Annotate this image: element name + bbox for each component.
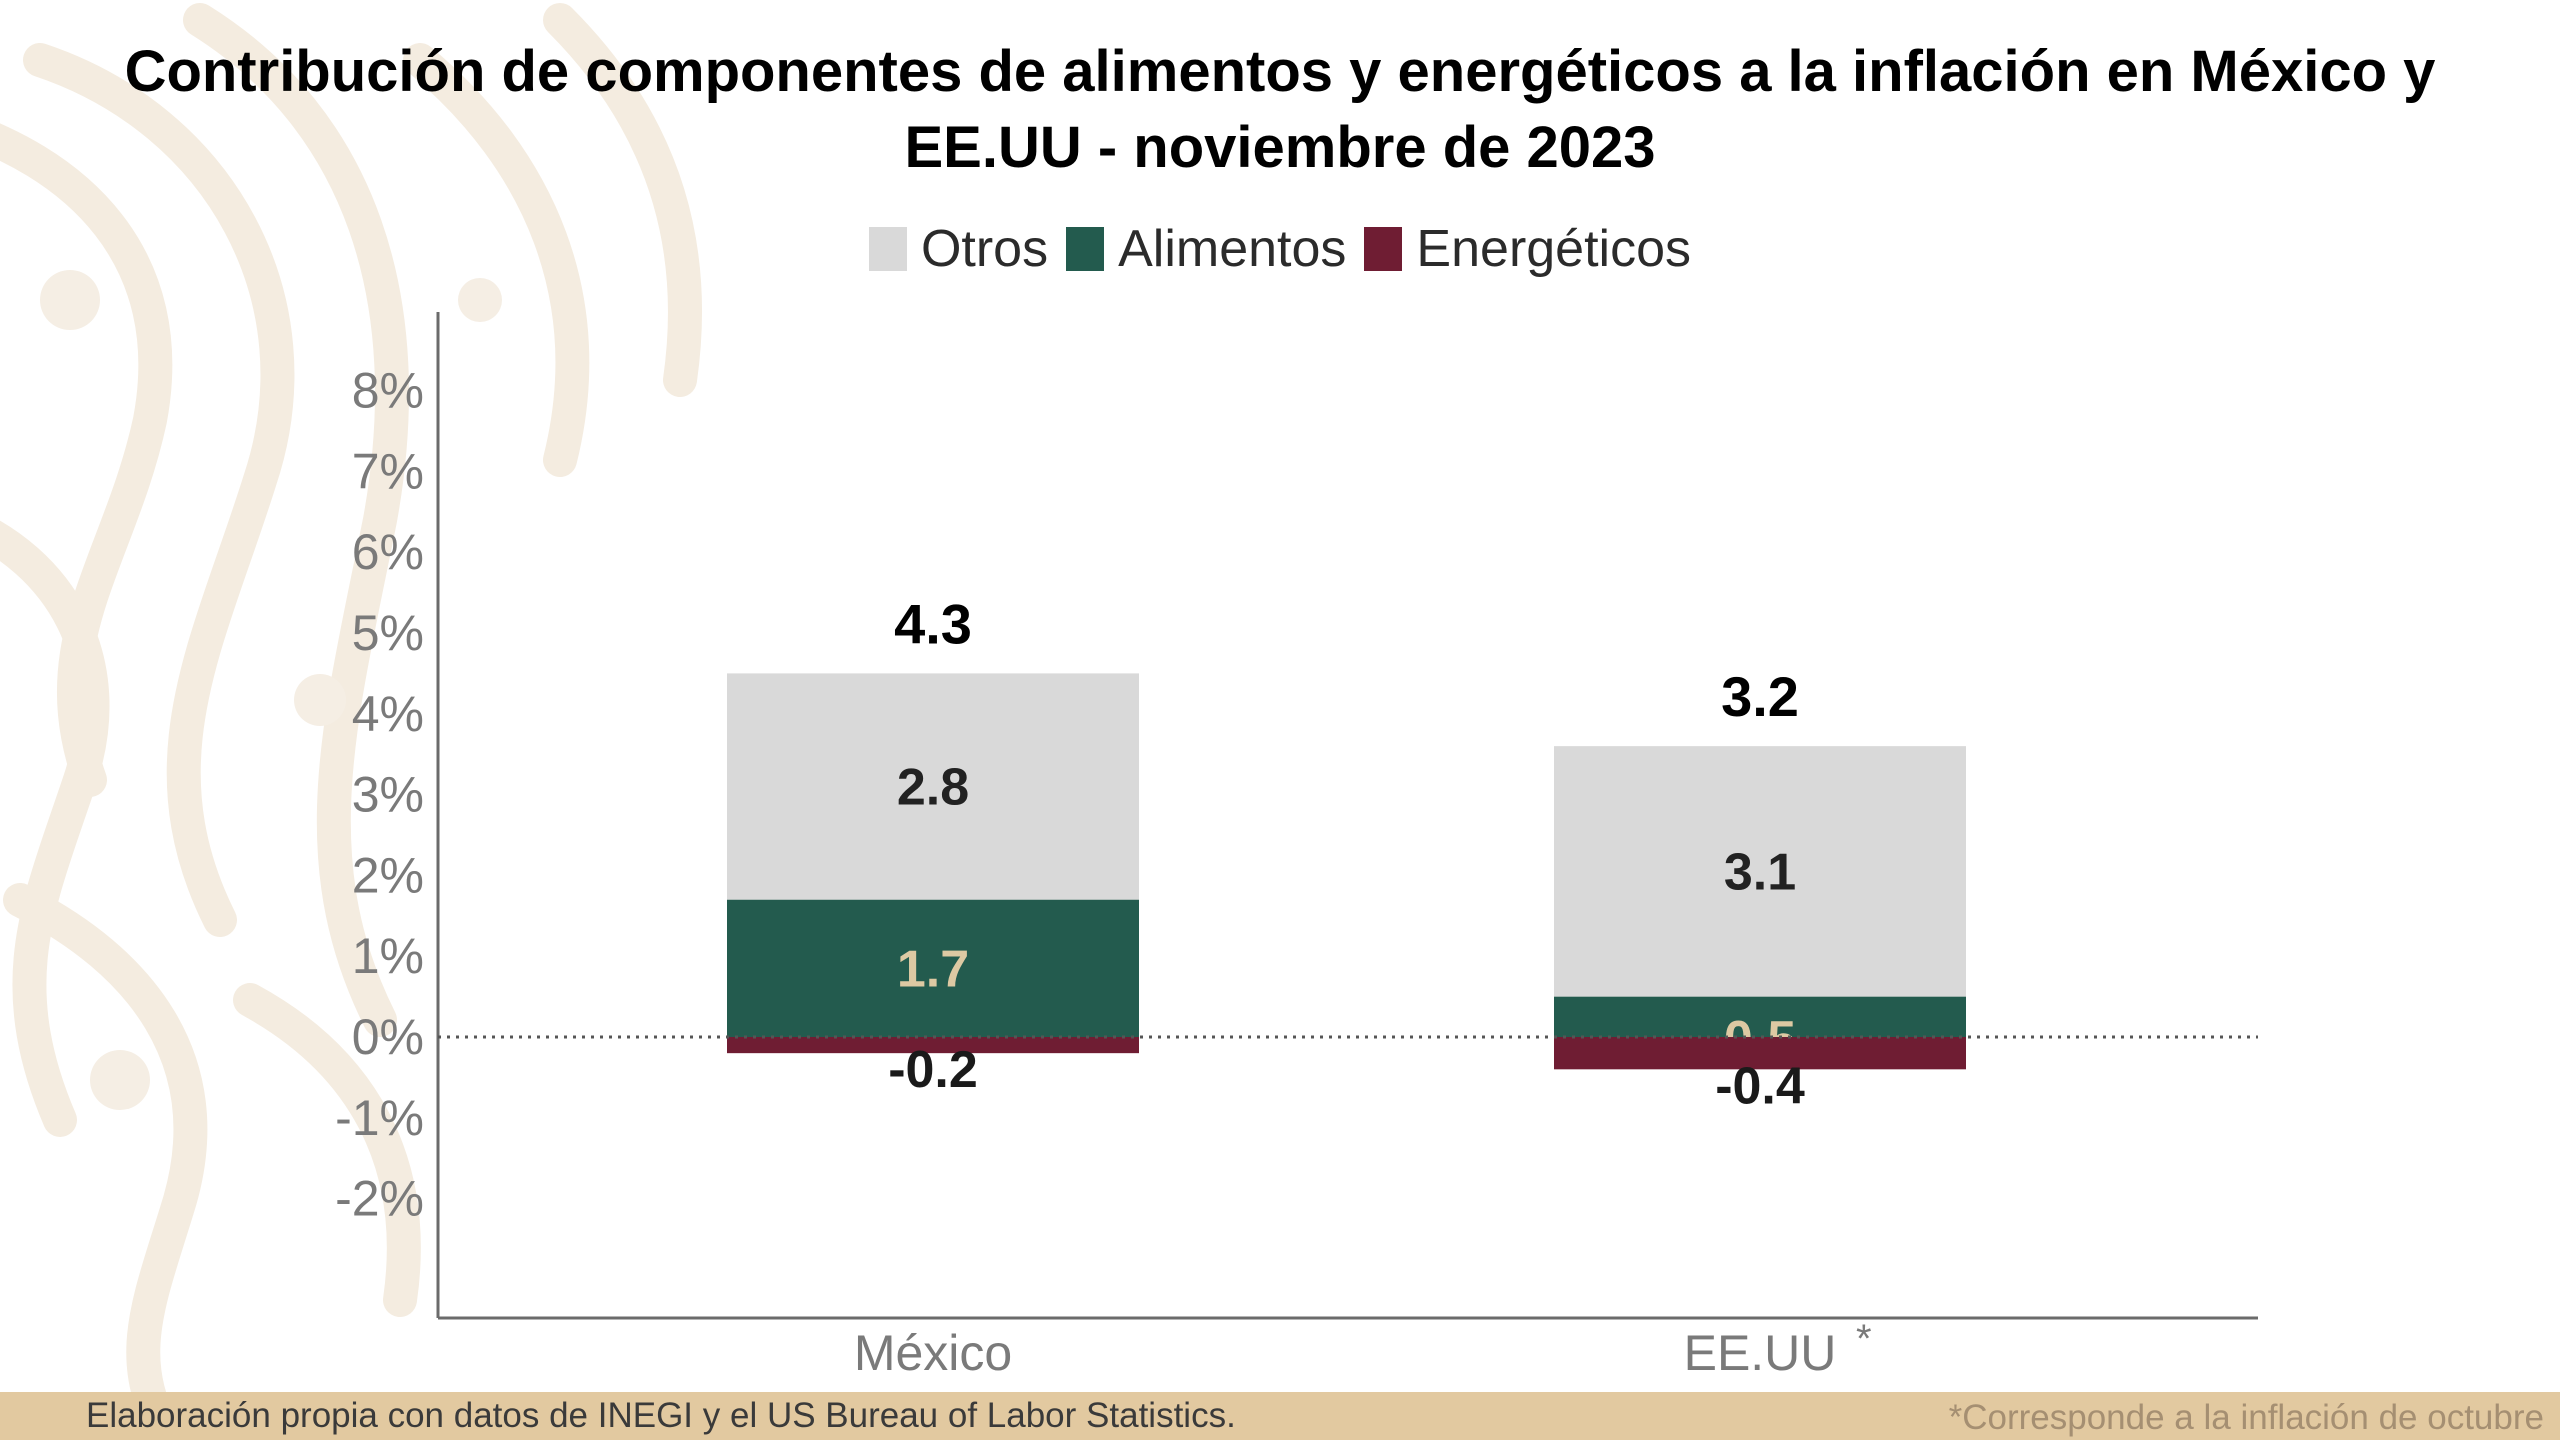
y-tick-label: 1% (352, 928, 424, 984)
y-tick-label: 8% (352, 363, 424, 419)
footnote: *Corresponde a la inflación de octubre (1948, 1398, 2544, 1437)
data-label-energeticos-mexico: -0.2 (888, 1041, 978, 1099)
source-note: Elaboración propia con datos de INEGI y … (86, 1396, 1236, 1435)
legend-label-alimentos: Alimentos (1118, 220, 1347, 278)
y-tick-label: -2% (335, 1171, 424, 1227)
bar-energeticos-mexico (727, 1037, 1139, 1054)
y-tick-label: 2% (352, 847, 424, 903)
data-label-otros-mexico: 2.8 (897, 759, 969, 817)
legend-item-energeticos: Energéticos (1364, 219, 1691, 279)
legend-item-otros: Otros (868, 219, 1049, 279)
chart-title: Contribución de componentes de alimentos… (124, 39, 2436, 180)
legend-item-alimentos: Alimentos (1066, 219, 1346, 279)
x-tick-label-mexico: México (854, 1325, 1012, 1381)
bar-otros-ee-uu (1554, 746, 1966, 997)
data-label-otros-ee-uu: 3.1 (1724, 843, 1796, 901)
y-tick-label: 4% (352, 686, 424, 742)
legend-swatch-otros (868, 227, 907, 271)
total-label-ee-uu: 3.2 (1721, 665, 1799, 728)
bar-alimentos-ee-uu (1554, 996, 1966, 1037)
bar-energeticos-ee-uu (1554, 1037, 1966, 1070)
bar-alimentos-mexico (727, 899, 1139, 1037)
legend-label-otros: Otros (920, 220, 1049, 278)
bar-otros-mexico (727, 673, 1139, 900)
y-tick-label: 0% (352, 1009, 424, 1065)
legend: Otros Alimentos Energéticos (0, 214, 2560, 284)
y-tick-label: 3% (352, 767, 424, 823)
y-tick-label: 7% (352, 443, 424, 499)
footer-band (0, 1392, 2560, 1440)
x-tick-label-ee-uu: EE.UU (1684, 1325, 1837, 1381)
legend-swatch-energeticos (1364, 227, 1403, 271)
y-tick-label: 6% (352, 524, 424, 580)
total-label-mexico: 4.3 (894, 592, 972, 655)
y-tick-label: 5% (352, 605, 424, 661)
data-label-energeticos-ee-uu: -0.4 (1715, 1057, 1805, 1115)
x-tick-marker-ee-uu: * (1856, 1317, 1872, 1361)
data-label-alimentos-mexico: 1.7 (897, 940, 969, 998)
legend-label-energeticos: Energéticos (1416, 220, 1692, 278)
legend-swatch-alimentos (1066, 227, 1105, 271)
y-tick-label: -1% (335, 1090, 424, 1146)
